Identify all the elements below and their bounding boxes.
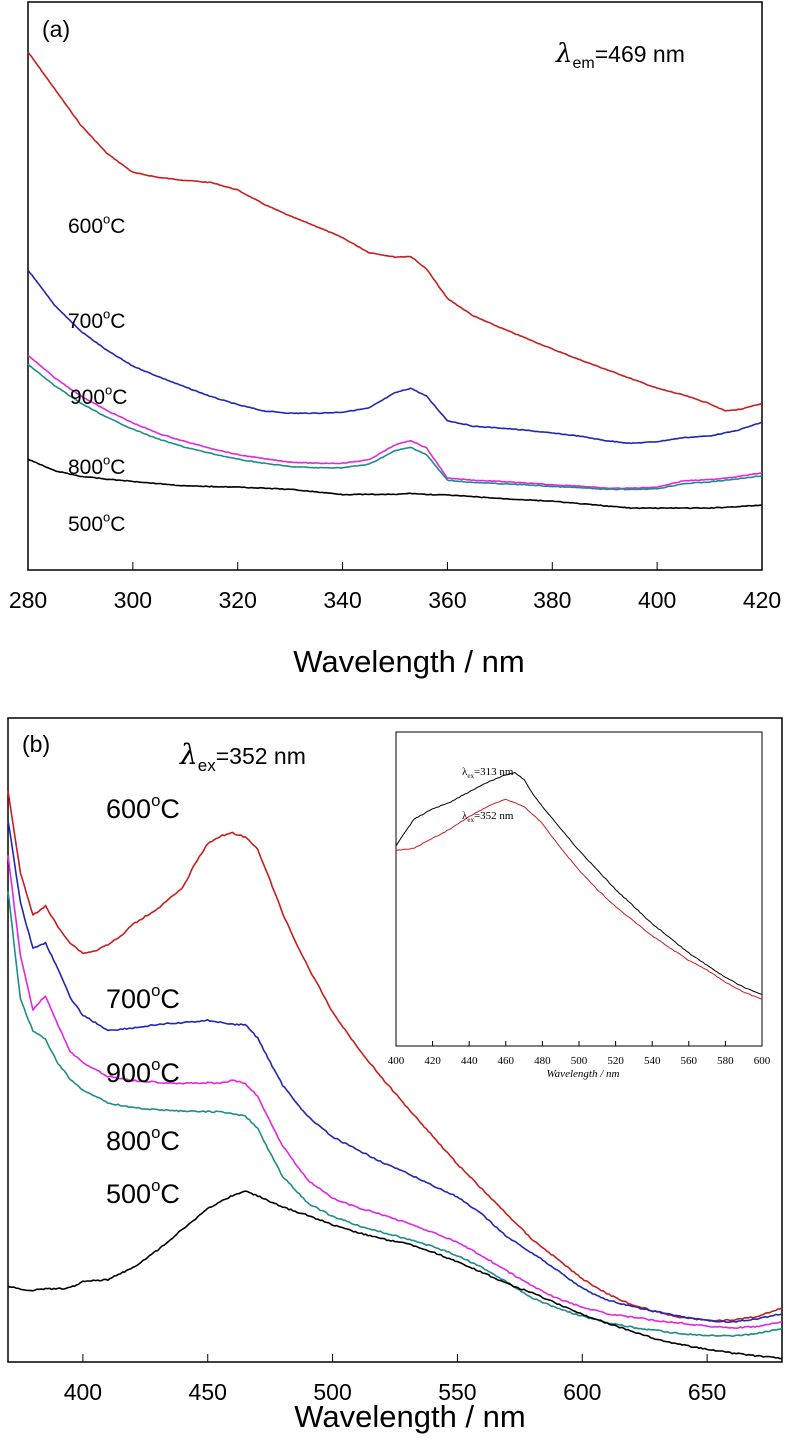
inset-tick-label-420: 420: [424, 1055, 441, 1067]
inset-tick-label-460: 460: [498, 1055, 515, 1067]
panel-b-line-900-c: [7, 855, 783, 1329]
panel-b-annotation: λex=352 nm: [179, 738, 306, 775]
panel-b-label-700-c: 700oC: [106, 981, 180, 1014]
inset-tick-label-520: 520: [607, 1055, 624, 1067]
panel-a-tick-label-340: 340: [323, 587, 361, 613]
inset-tick-label-400: 400: [388, 1055, 405, 1067]
panel-b-tick-label-550: 550: [438, 1379, 476, 1405]
inset-tick-label-600: 600: [754, 1055, 771, 1067]
panel-b-annotation-text: =352 nm: [216, 743, 306, 769]
inset-annotation-352-sub: ex: [467, 816, 474, 824]
inset-annotation-313-symbol: λ: [462, 766, 468, 778]
inset-annotation-313: λex=313 nm: [462, 766, 514, 780]
panel-a-label-900-c: 900oC: [70, 383, 127, 409]
panel-b-tick-label-600: 600: [563, 1379, 601, 1405]
inset-annotation-352: λex=352 nm: [462, 810, 514, 824]
panel-a-line-800-c: [27, 363, 763, 491]
panel-a-tick-label-420: 420: [743, 587, 781, 613]
panel-a-tick-label-320: 320: [219, 587, 257, 613]
panel-a-series: [27, 51, 763, 510]
panel-b-label-900-c: 900oC: [106, 1055, 180, 1088]
inset-line-ex-313-nm: [395, 772, 763, 995]
panel-a-series-labels: 600oC 700oC 900oC 800oC 500oC: [68, 212, 127, 536]
inset-xlabel: Wavelength / nm: [547, 1068, 620, 1080]
panel-a-annotation: λem=469 nm: [555, 39, 685, 72]
inset-tick-label-540: 540: [644, 1055, 661, 1067]
panel-a-label: (a): [42, 16, 70, 42]
panel-b-tick-label-400: 400: [64, 1379, 102, 1405]
panel-a-line-900-c: [27, 354, 763, 490]
panel-b-annotation-sub: ex: [198, 756, 216, 775]
panel-a-label-500-c: 500oC: [68, 510, 125, 536]
panel-a-xlabel: Wavelength / nm: [293, 644, 524, 679]
panel-a-label-800-c: 800oC: [68, 453, 125, 479]
panel-a-annotation-sub: em: [572, 55, 594, 72]
inset-annotation-313-text: =313 nm: [474, 766, 514, 778]
panel-b-label-500-c: 500oC: [106, 1176, 180, 1209]
panel-b-tick-label-500: 500: [313, 1379, 351, 1405]
inset-tick-label-580: 580: [717, 1055, 734, 1067]
panel-a: 280 300 320 340 360 380 400 420 (a) λem=469 nm …: [9, 1, 781, 679]
panel-a-line-500-c: [27, 458, 762, 510]
panel-a-annotation-symbol: λ: [555, 39, 572, 69]
inset-tick-label-440: 440: [461, 1055, 478, 1067]
panel-a-line-700-c: [27, 269, 763, 445]
panel-b-series-labels: 600oC 700oC 900oC 800oC 500oC: [106, 791, 180, 1209]
panel-b-series: [7, 790, 783, 1360]
panel-a-tick-label-360: 360: [428, 587, 466, 613]
panel-a-annotation-text: =469 nm: [595, 41, 685, 67]
panel-a-line-600-c: [27, 51, 763, 412]
inset-tick-label-560: 560: [681, 1055, 698, 1067]
inset-tick-label-480: 480: [534, 1055, 551, 1067]
panel-b-x-ticks: 400 450 500 550 600 650: [64, 1354, 726, 1405]
panel-a-tick-label-400: 400: [638, 587, 676, 613]
panel-b-label-800-c: 800oC: [106, 1123, 180, 1156]
panel-b-label-600-c: 600oC: [106, 791, 180, 824]
inset-line-ex-352-nm: [395, 798, 763, 1000]
inset-tick-label-500: 500: [571, 1055, 588, 1067]
panel-b-tick-label-650: 650: [688, 1379, 726, 1405]
panel-b-label: (b): [22, 731, 50, 757]
inset-x-ticks: 400 420 440 460 480 500 520 540 560 580 600: [388, 1041, 771, 1067]
inset-annotation-352-text: =352 nm: [474, 810, 514, 822]
panel-a-label-700-c: 700oC: [68, 307, 125, 333]
inset-chart: 400 420 440 460 480 500 520 540 560 580 600 Wavele…: [388, 731, 771, 1080]
panel-a-tick-label-380: 380: [533, 587, 571, 613]
panel-b-annotation-symbol: λ: [179, 738, 198, 771]
panel-b-xlabel: Wavelength / nm: [294, 1399, 525, 1434]
inset-series: [395, 772, 763, 1000]
panel-b-line-700-c: [7, 820, 783, 1324]
panel-b-tick-label-450: 450: [189, 1379, 227, 1405]
panel-b: 400 450 500 550 600 650 (b) λex=352 nm Wavele…: [7, 717, 783, 1434]
inset-annotation-313-sub: ex: [467, 772, 474, 780]
inset-frame: [395, 731, 763, 1047]
panel-a-x-ticks: 280 300 320 340 360 380 400 420: [9, 562, 781, 613]
panel-a-label-600-c: 600oC: [68, 212, 125, 238]
panel-b-frame: [7, 717, 783, 1363]
panel-a-frame: [27, 1, 763, 571]
inset-annotation-352-symbol: λ: [462, 810, 468, 822]
panel-b-line-800-c: [7, 891, 783, 1338]
panel-a-tick-label-280: 280: [9, 587, 47, 613]
panel-b-line-500-c: [7, 1190, 783, 1360]
panel-a-tick-label-300: 300: [114, 587, 152, 613]
